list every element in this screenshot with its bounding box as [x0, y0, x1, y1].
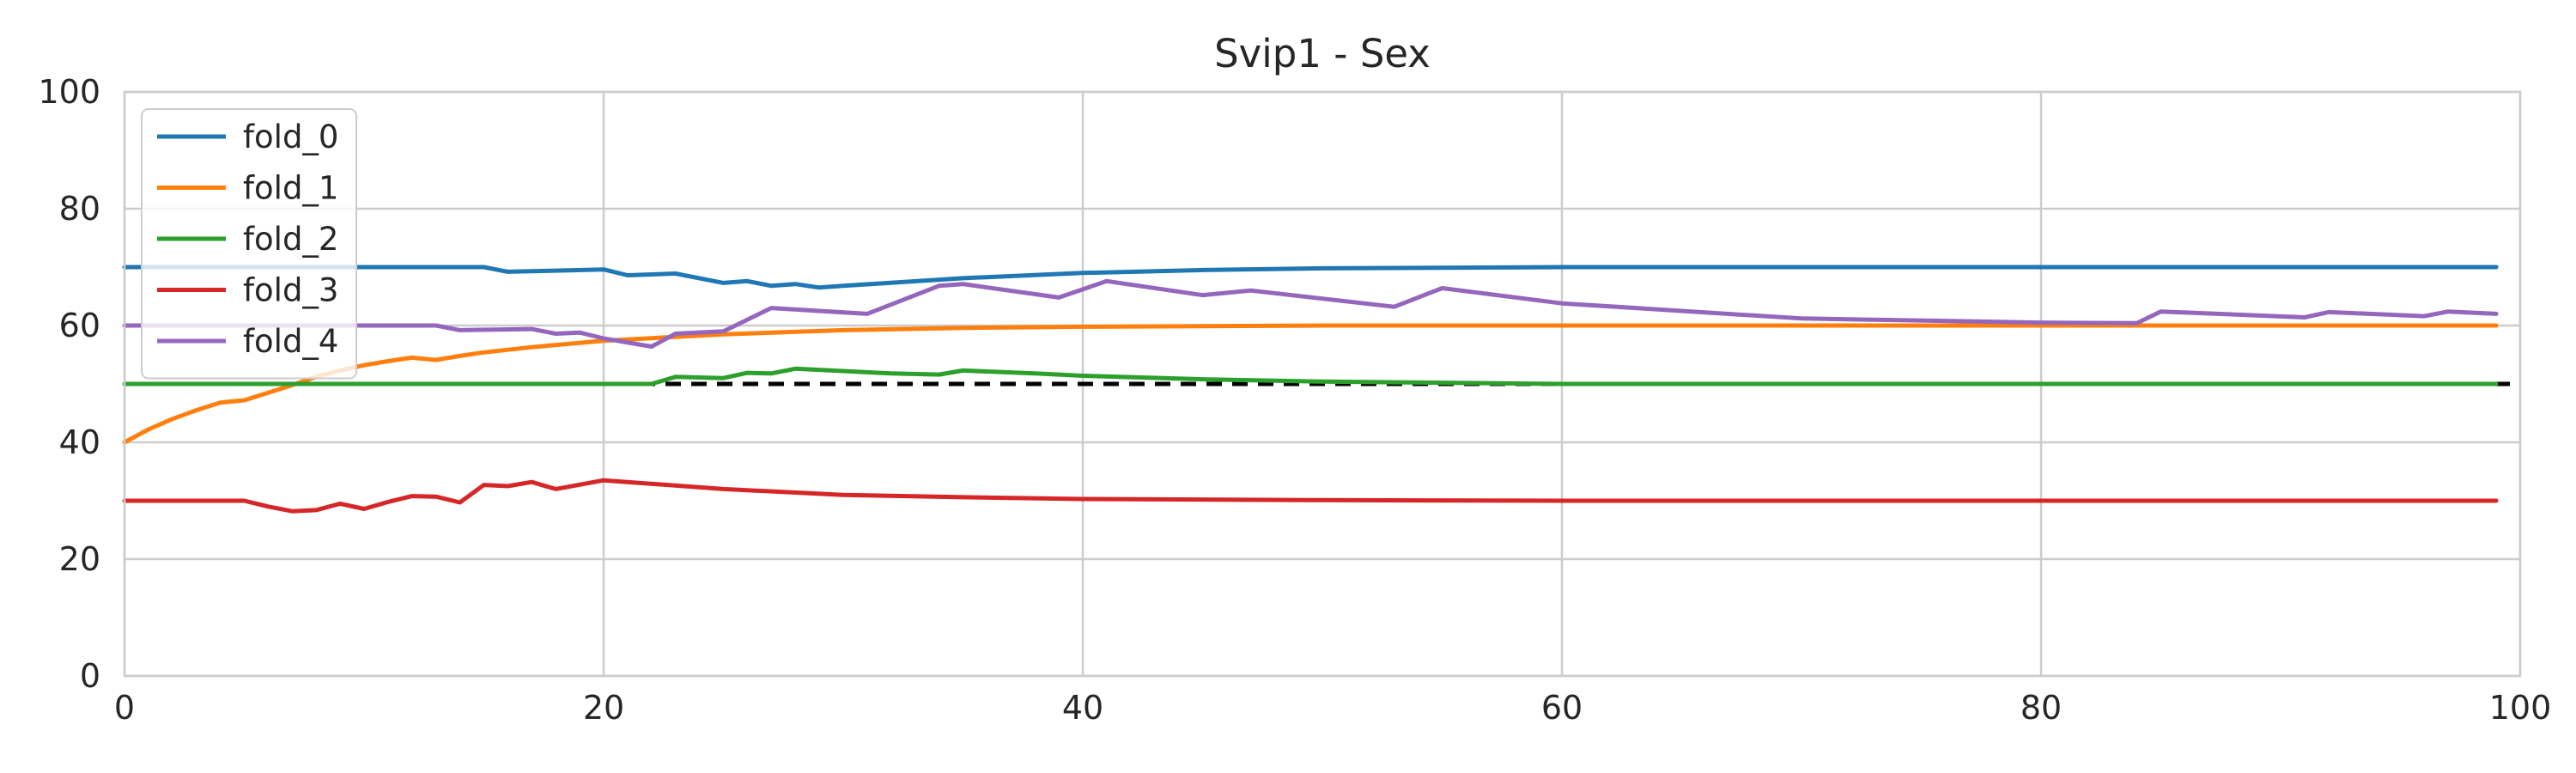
plot-frame	[123, 90, 2522, 678]
x-tick-label: 80	[2020, 689, 2062, 727]
y-tick-label: 20	[59, 540, 100, 578]
tick-labels: 0 20 40 60 80 100 0 20 40 60 80 100	[38, 73, 2551, 727]
x-tick-label: 40	[1062, 689, 1103, 727]
legend-label-fold_2: fold_2	[243, 221, 338, 258]
x-tick-label: 20	[583, 689, 624, 727]
series-line-fold_2	[122, 366, 2499, 386]
series-line-fold_3	[122, 478, 2499, 514]
y-tick-label: 100	[38, 73, 100, 111]
y-tick-label: 40	[59, 423, 100, 461]
legend-box	[141, 108, 357, 380]
series-line-fold_1	[122, 323, 2499, 445]
series-line-fold_4	[122, 278, 2499, 349]
legend-label-fold_0: fold_0	[243, 119, 338, 155]
legend-label-fold_1: fold_1	[243, 170, 338, 207]
y-tick-label: 80	[59, 190, 100, 228]
legend: fold_0 fold_1 fold_2 fold_3 fold_4	[141, 108, 357, 380]
chart-title: Svip1 - Sex	[1214, 31, 1431, 76]
y-tick-label: 0	[80, 657, 100, 695]
series-group	[122, 265, 2499, 514]
series-line-fold_0	[122, 265, 2499, 290]
y-tick-label: 60	[59, 307, 100, 344]
x-tick-label: 60	[1541, 689, 1583, 727]
x-tick-label: 0	[114, 689, 135, 727]
x-tick-label: 100	[2489, 689, 2552, 727]
legend-label-fold_4: fold_4	[243, 323, 338, 360]
legend-label-fold_3: fold_3	[243, 272, 338, 309]
